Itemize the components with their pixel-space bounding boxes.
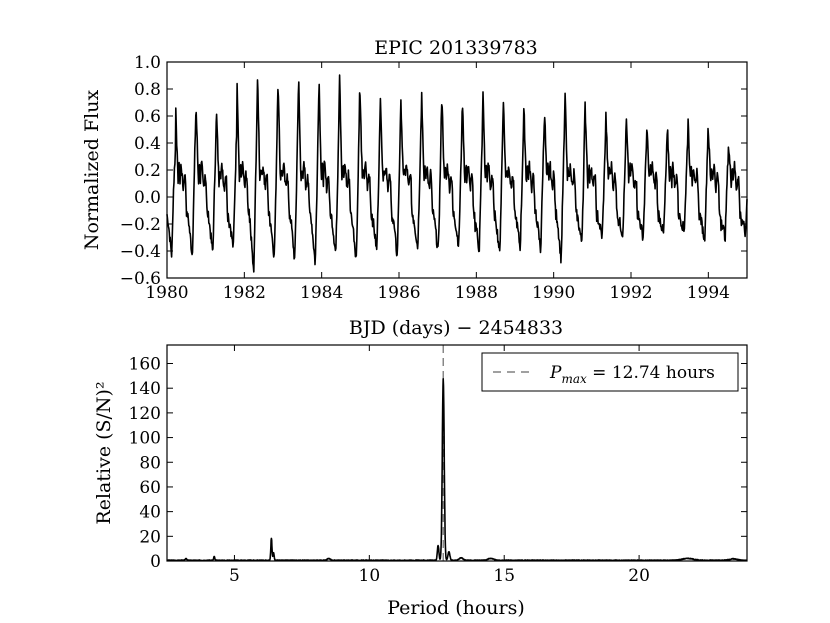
periodogram-y-tick-label: 100: [129, 429, 161, 449]
periodogram-y-axis-title: Relative (S/N)²: [93, 381, 115, 524]
legend-symbol: P: [549, 363, 562, 383]
legend-symbol-subscript: max: [561, 372, 587, 386]
flux-plot-frame: [166, 61, 748, 279]
flux-y-tick-label: −0.2: [120, 215, 161, 235]
flux-y-tick-label: 0.6: [134, 107, 161, 127]
flux-x-tick-label: 1992: [609, 283, 652, 303]
periodogram-y-tick-label: 20: [139, 527, 161, 547]
flux-y-tick-label: 0.4: [134, 134, 161, 154]
flux-y-tick-label: 0.0: [134, 188, 161, 208]
flux-chart-title: EPIC 201339783: [374, 37, 538, 59]
legend-entry-label: Pmax = 12.74 hours: [549, 363, 715, 386]
legend-value-text: = 12.74 hours: [587, 363, 715, 383]
flux-x-tick-label: 1980: [145, 283, 188, 303]
periodogram-y-tick-label: 0: [150, 552, 161, 572]
periodogram-x-tick-label: 10: [359, 566, 381, 586]
flux-y-tick-label: 0.8: [134, 80, 161, 100]
flux-y-tick-label: −0.4: [120, 242, 161, 262]
periodogram-x-tick-label: 5: [229, 566, 240, 586]
periodogram-y-tick-label: 60: [139, 478, 161, 498]
periodogram-x-tick-labels: 5 10 15 20: [229, 566, 650, 586]
flux-x-tick-label: 1982: [223, 283, 266, 303]
flux-series-line: [166, 74, 748, 273]
periodogram-y-tick-label: 80: [139, 453, 161, 473]
periodogram-plot-frame: [166, 344, 748, 562]
flux-x-tick-label: 1990: [532, 283, 575, 303]
periodogram-x-axis-title: Period (hours): [387, 597, 525, 619]
flux-panel: EPIC 201339783 −0.6 −0.4 −0.2 0.0 0.2 0.4 0.6 0…: [81, 37, 748, 339]
flux-x-tick-labels: 1980 1982 1984 1986 1988 1990 1992 1994: [145, 283, 730, 303]
periodogram-x-tick-label: 20: [628, 566, 650, 586]
flux-y-tick-label: −0.6: [120, 269, 161, 289]
flux-y-axis-title: Normalized Flux: [81, 90, 103, 251]
flux-x-tick-label: 1986: [377, 283, 420, 303]
flux-x-tick-label: 1984: [300, 283, 343, 303]
periodogram-y-tick-label: 140: [129, 379, 161, 399]
legend: Pmax = 12.74 hours: [481, 352, 739, 392]
flux-y-tick-labels: −0.6 −0.4 −0.2 0.0 0.2 0.4 0.6 0.8 1.0: [120, 53, 161, 289]
flux-x-tick-label: 1994: [687, 283, 730, 303]
periodogram-y-tick-label: 160: [129, 355, 161, 375]
periodogram-series-line: [166, 378, 748, 562]
flux-x-axis-title: BJD (days) − 2454833: [349, 317, 563, 339]
flux-y-tick-label: 1.0: [134, 53, 161, 73]
periodogram-y-tick-label: 120: [129, 404, 161, 424]
flux-x-tick-label: 1988: [455, 283, 498, 303]
flux-y-tick-label: 0.2: [134, 161, 161, 181]
periodogram-y-tick-label: 40: [139, 503, 161, 523]
periodogram-x-tick-label: 15: [493, 566, 515, 586]
periodogram-y-tick-labels: 0 20 40 60 80 100 120 140 160: [129, 355, 161, 572]
periodogram-panel: 0 20 40 60 80 100 120 140 160 5 10 15 20 Relative (…: [93, 344, 748, 619]
